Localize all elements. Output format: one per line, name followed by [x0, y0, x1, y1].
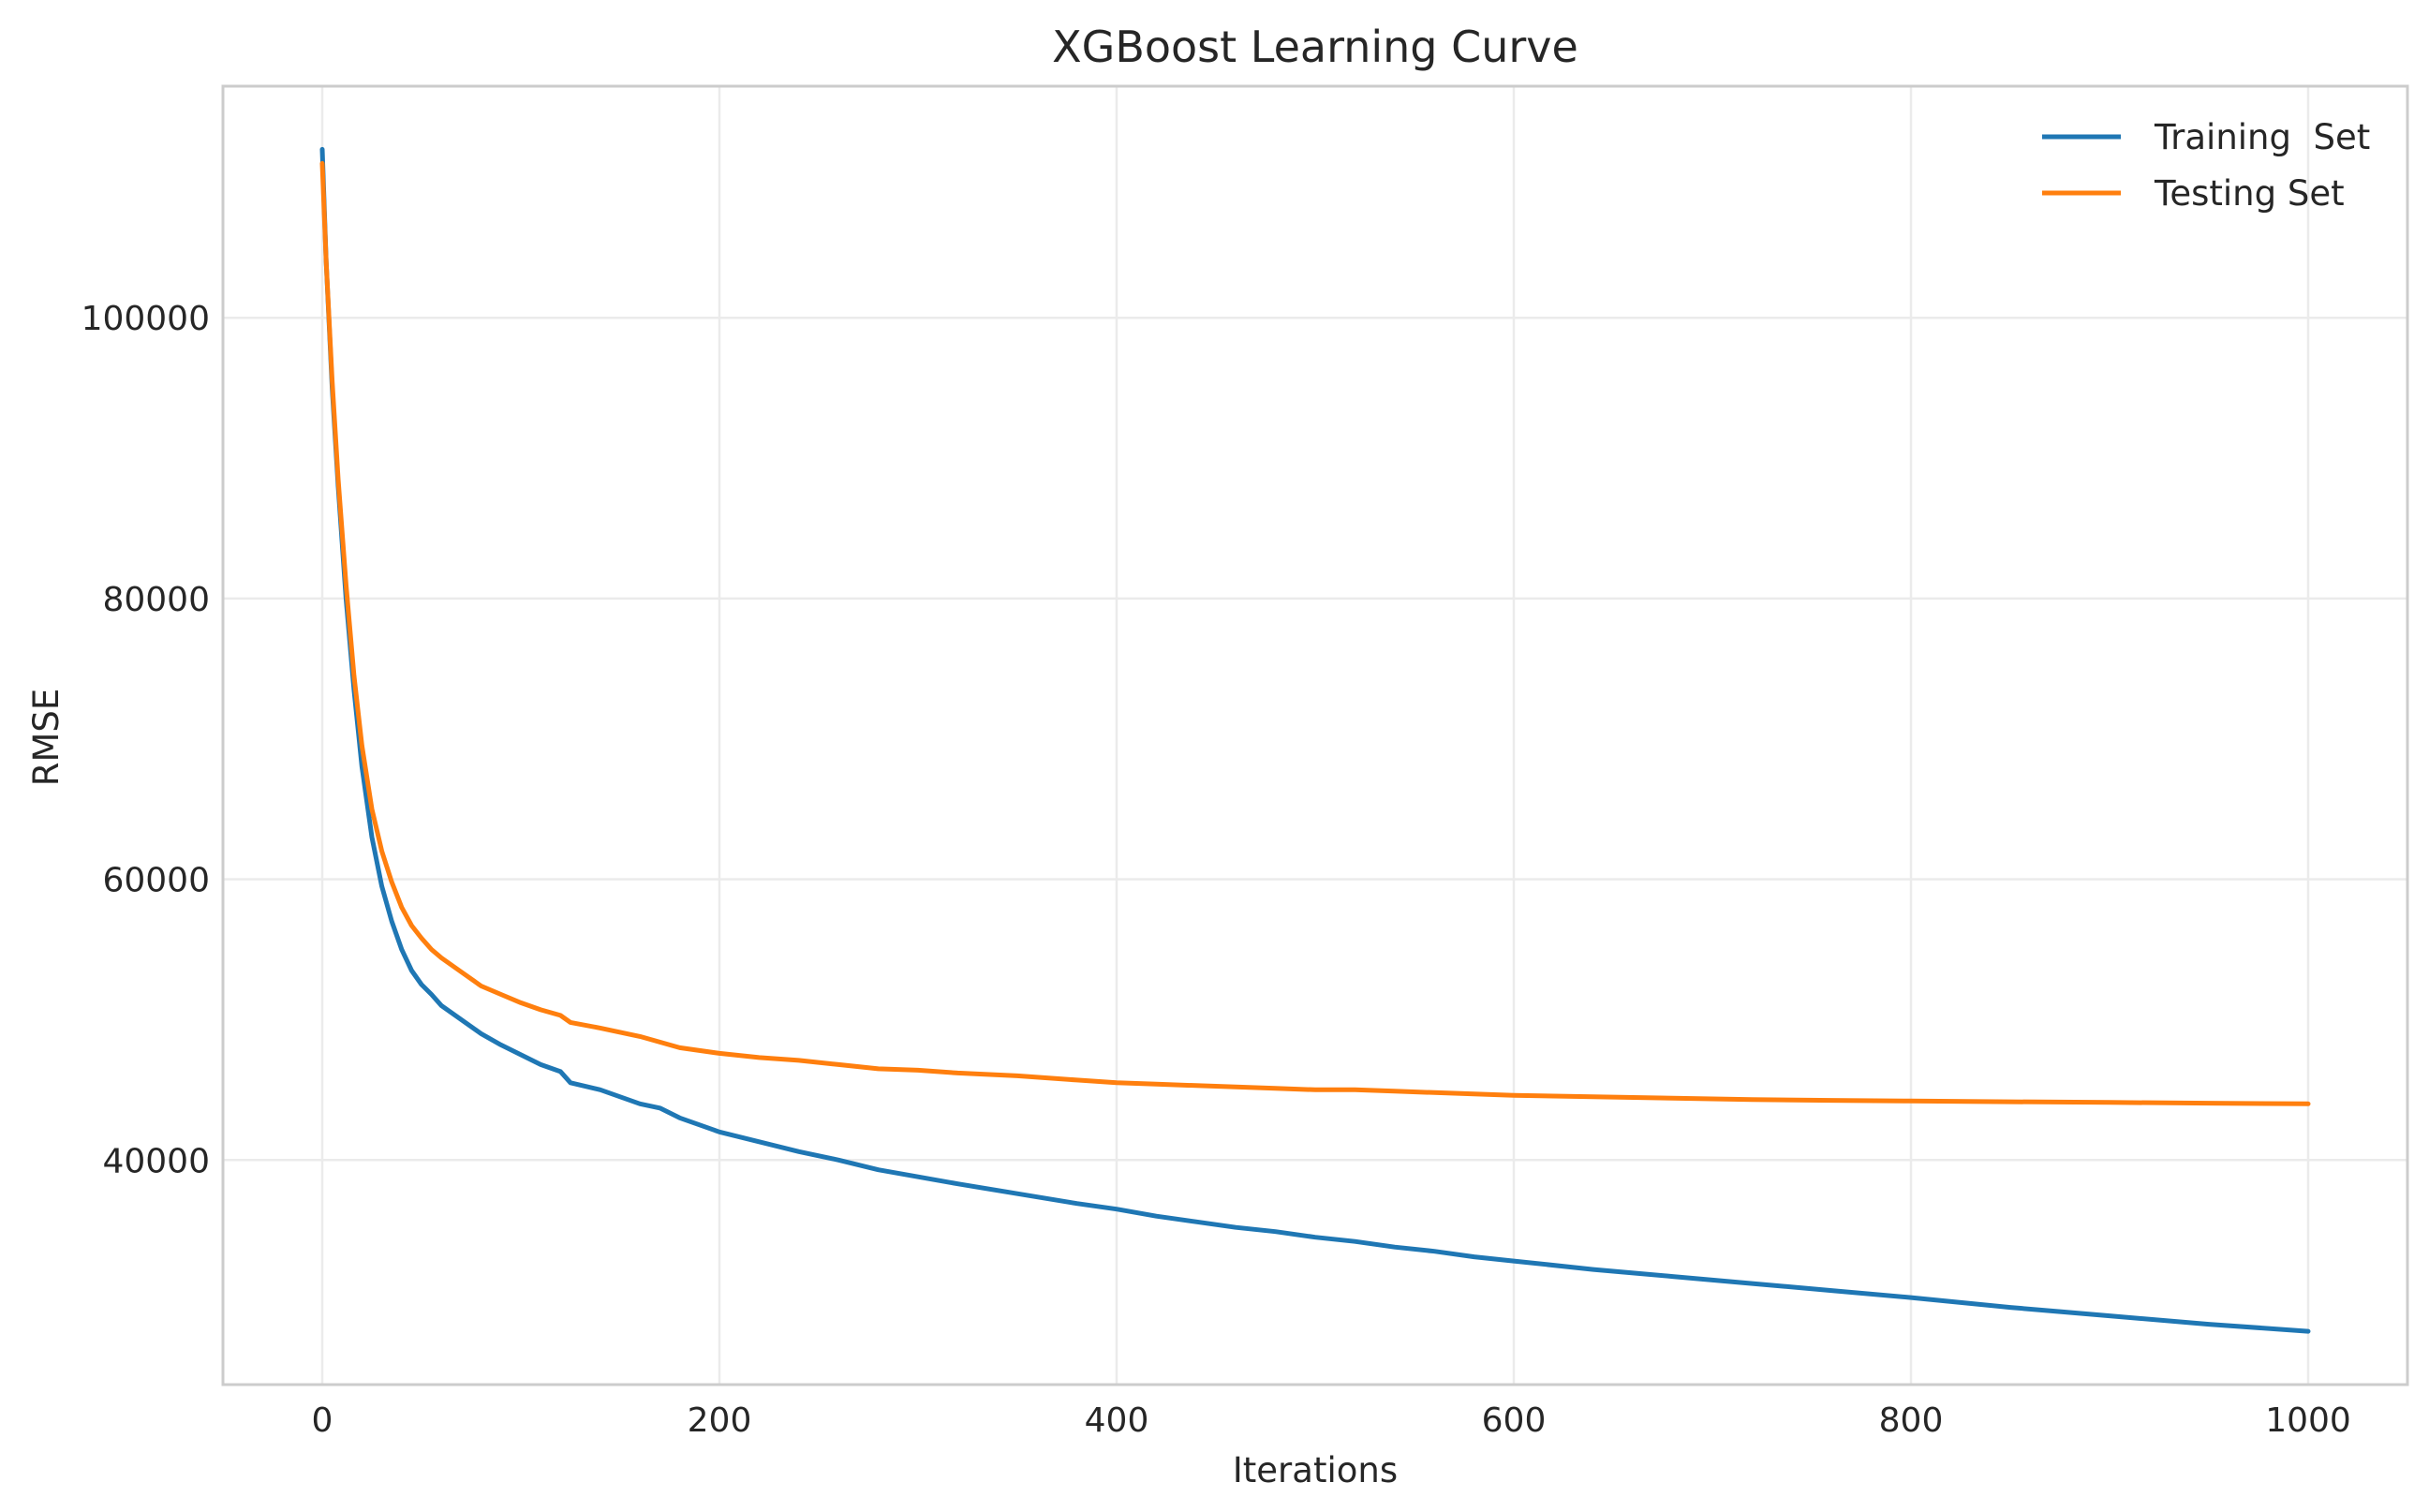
y-axis-label: RMSE: [26, 689, 67, 787]
x-tick-label: 0: [312, 1401, 333, 1440]
plot-frame: [221, 84, 2409, 1386]
x-axis-label: Iterations: [1233, 1450, 1398, 1490]
y-tick-label: 100000: [81, 300, 210, 338]
y-tick-label: 80000: [102, 581, 210, 619]
series-lines: [319, 146, 2311, 1334]
y-tick-label: 40000: [102, 1142, 210, 1180]
series-line-training: [319, 146, 2311, 1334]
series-line-testing: [319, 160, 2311, 1106]
chart-title: XGBoost Learning Curve: [1052, 22, 1578, 72]
legend-label: Training Set: [2154, 117, 2370, 157]
x-tick-label: 600: [1482, 1401, 1547, 1440]
grid-lines: [223, 86, 2407, 1385]
legend: Training Set Testing Set: [2042, 117, 2370, 214]
x-tick-label: 800: [1879, 1401, 1944, 1440]
legend-label: Testing Set: [2154, 173, 2345, 214]
tick-labels: 0 200 400 600 800 1000 40000 60000 80000 100000: [81, 300, 2351, 1440]
x-tick-label: 200: [688, 1401, 752, 1440]
x-tick-label: 1000: [2265, 1401, 2351, 1440]
x-tick-label: 400: [1085, 1401, 1149, 1440]
y-tick-label: 60000: [102, 862, 210, 900]
